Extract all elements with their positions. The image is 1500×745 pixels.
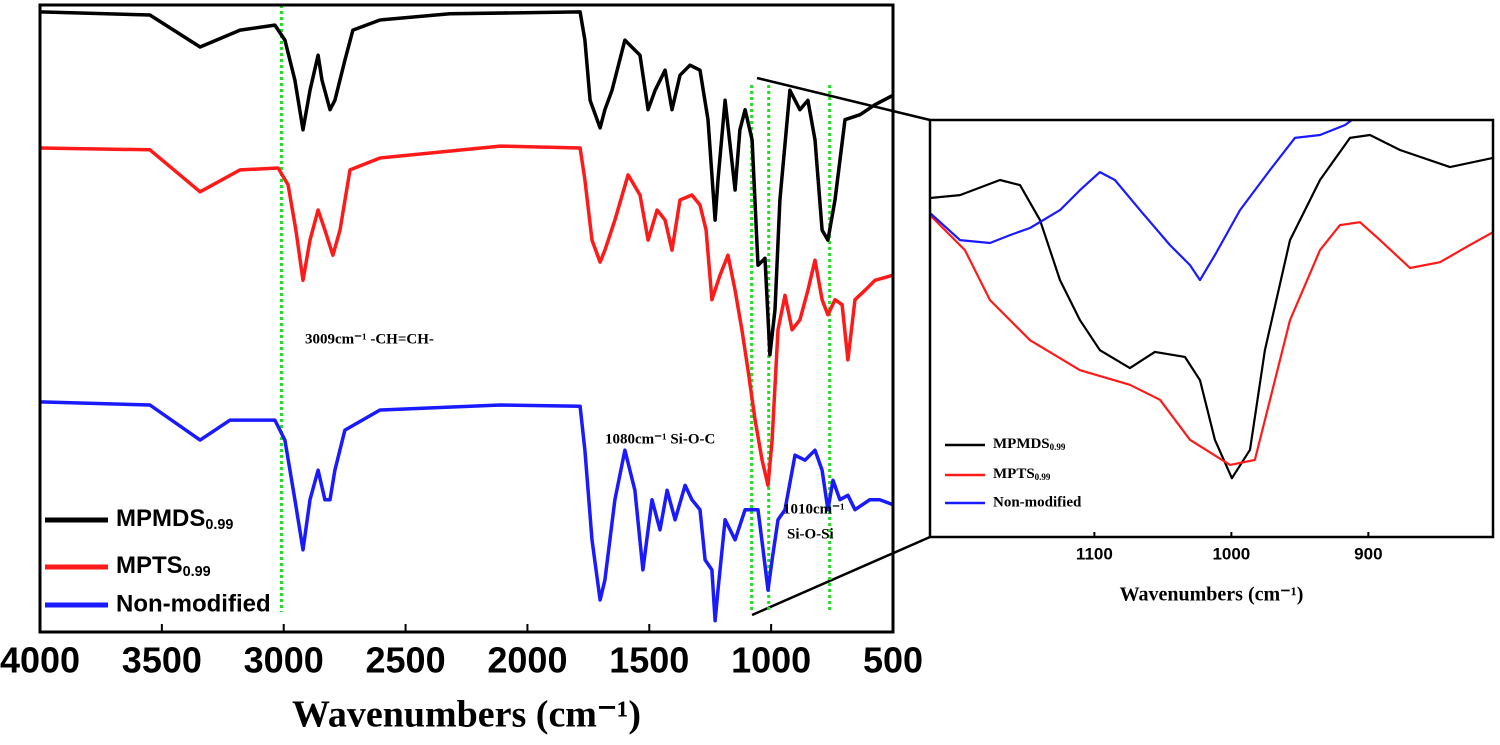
x-tick-label: 900 — [1354, 544, 1382, 563]
x-tick-label: 500 — [863, 640, 923, 681]
legend-label: MPMDS0.99 — [993, 436, 1066, 452]
spectrum-line — [40, 400, 893, 623]
x-tick-label: 1100 — [1076, 544, 1113, 563]
x-axis-title: Wavenumbers (cm⁻¹) — [1120, 584, 1304, 606]
plot-frame — [38, 3, 895, 634]
spectrum-line — [40, 144, 893, 488]
x-tick-label: 3500 — [122, 640, 202, 681]
spectrum-line — [40, 10, 893, 357]
x-axis-title: Wavenumbers (cm⁻¹) — [292, 694, 641, 736]
x-tick-label: 2500 — [366, 640, 446, 681]
x-tick-label: 3000 — [244, 640, 324, 681]
annotation: 1010cm⁻¹ — [783, 501, 845, 517]
annotation: 3009cm⁻¹ -CH=CH- — [305, 331, 434, 347]
x-tick-label: 1000 — [1212, 544, 1250, 563]
x-tick-label: 4000 — [0, 640, 80, 681]
annotation: Si-O-Si — [787, 526, 834, 542]
x-tick-label: 1500 — [609, 640, 689, 681]
spectrum-line — [930, 214, 1493, 466]
legend-label: MPTS0.99 — [993, 466, 1051, 482]
legend-label: MPTS0.99 — [116, 552, 211, 579]
zoom-connector — [751, 535, 931, 617]
zoom-connector — [756, 76, 931, 122]
annotation: 1080cm⁻¹ Si-O-C — [605, 431, 715, 447]
legend-label: Non-modified — [116, 590, 271, 617]
x-tick-label: 1000 — [731, 640, 811, 681]
plot-frame — [928, 118, 1495, 539]
spectrum-line — [930, 133, 1493, 480]
spectrum-line — [930, 120, 1353, 282]
x-tick-label: 2000 — [487, 640, 567, 681]
legend-label: MPMDS0.99 — [116, 505, 233, 532]
legend-label: Non-modified — [993, 494, 1082, 510]
